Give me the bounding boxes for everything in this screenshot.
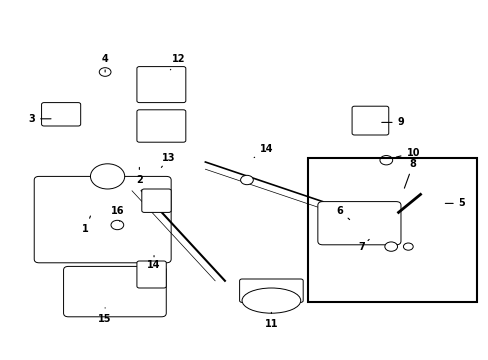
Circle shape xyxy=(384,242,397,251)
Text: 5: 5 xyxy=(445,198,465,208)
Text: 9: 9 xyxy=(381,117,404,127)
FancyBboxPatch shape xyxy=(34,176,171,263)
Text: 15: 15 xyxy=(98,308,112,324)
Text: 14: 14 xyxy=(147,256,161,270)
FancyBboxPatch shape xyxy=(63,266,166,317)
Text: 16: 16 xyxy=(110,206,124,221)
Text: 7: 7 xyxy=(358,239,368,252)
Circle shape xyxy=(403,243,412,250)
FancyBboxPatch shape xyxy=(239,279,303,302)
FancyBboxPatch shape xyxy=(137,110,185,142)
Text: 8: 8 xyxy=(404,159,416,188)
FancyBboxPatch shape xyxy=(41,103,81,126)
FancyBboxPatch shape xyxy=(351,106,388,135)
Circle shape xyxy=(90,164,124,189)
Bar xyxy=(307,158,476,302)
Circle shape xyxy=(379,156,392,165)
FancyBboxPatch shape xyxy=(137,261,166,288)
Text: 11: 11 xyxy=(264,312,278,329)
Text: 1: 1 xyxy=(82,216,90,234)
Text: 3: 3 xyxy=(28,114,51,124)
Circle shape xyxy=(99,68,111,76)
Circle shape xyxy=(240,175,253,185)
FancyBboxPatch shape xyxy=(137,67,185,103)
Circle shape xyxy=(111,220,123,230)
Text: 6: 6 xyxy=(336,206,349,220)
Text: 14: 14 xyxy=(254,144,273,158)
FancyBboxPatch shape xyxy=(142,189,171,212)
Text: 12: 12 xyxy=(170,54,185,70)
Ellipse shape xyxy=(242,288,300,313)
Text: 4: 4 xyxy=(102,54,108,72)
Text: 10: 10 xyxy=(396,148,419,158)
Text: 2: 2 xyxy=(136,167,142,185)
Text: 13: 13 xyxy=(161,153,175,167)
FancyBboxPatch shape xyxy=(317,202,400,245)
